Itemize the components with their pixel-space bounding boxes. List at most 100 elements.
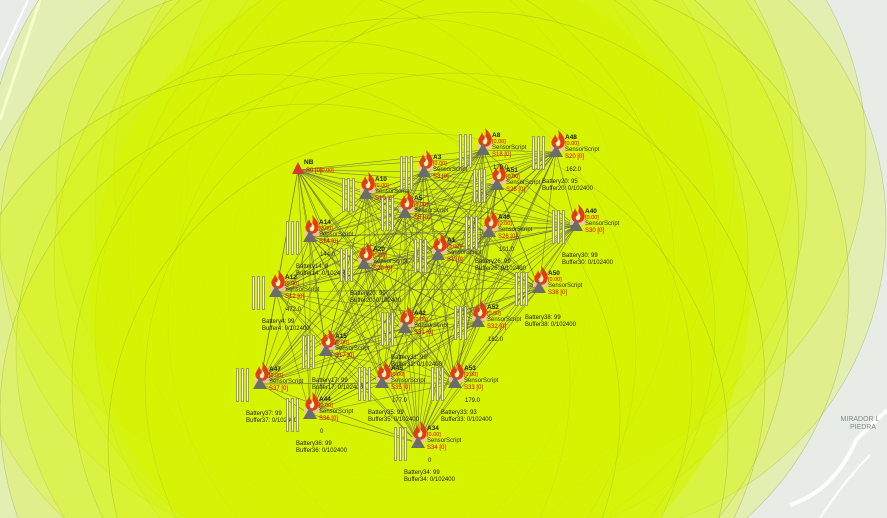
network-link (381, 151, 557, 384)
network-link (275, 254, 439, 293)
network-link (437, 254, 456, 384)
node-reading: [0.00] (585, 215, 599, 221)
node-buffer: Buffer14: 0/102400 (296, 271, 347, 277)
network-link (309, 149, 484, 415)
node-battery: Battery4: 99 (262, 319, 295, 325)
node-name: A14 (319, 219, 331, 226)
node-reading: [0.00] (414, 317, 428, 323)
network-link (404, 184, 498, 214)
network-link (309, 382, 456, 415)
sensor-triangle-icon (417, 165, 431, 177)
node-script: SensorScript (585, 221, 620, 227)
node-reading: [0.00] (319, 226, 333, 232)
node-buffer: Buffer4: 0/102400 (262, 326, 310, 332)
coverage-circle (0, 73, 571, 518)
network-link (259, 149, 484, 385)
node-buffer: Buffer36: 0/102400 (296, 448, 347, 454)
node-script: SensorScript (319, 409, 354, 415)
network-link (488, 225, 577, 233)
node-reading: [0.00] (506, 174, 520, 180)
network-link (423, 171, 577, 227)
battery-bars-icon (342, 178, 356, 212)
node-battery: Battery20: 95 (542, 179, 578, 185)
network-link (381, 321, 479, 384)
node-script: SensorScript (565, 147, 600, 153)
coverage-circle (186, 0, 808, 496)
node-script: SensorScript (391, 378, 426, 384)
sensor-triangle-icon (303, 407, 317, 419)
network-link (325, 184, 498, 352)
node-id: S37 [0] (269, 386, 289, 392)
network-link (297, 149, 484, 171)
battery-bars-icon (381, 312, 395, 346)
coverage-circle (228, 0, 850, 518)
network-link (381, 231, 490, 384)
sink-name: NB (304, 159, 314, 166)
sensor-triangle-icon (269, 285, 283, 297)
network-link (275, 171, 425, 293)
node-script: SensorScript (319, 232, 354, 238)
node-name: A12 (285, 274, 297, 281)
node-id: S31 [0] (414, 330, 434, 336)
network-link (404, 327, 456, 384)
node-name: A10 (375, 176, 387, 183)
node-reading: [0.00] (548, 277, 562, 283)
node-name: A1 (447, 237, 456, 244)
sink-reading: [0.00] (320, 168, 334, 174)
battery-bars-icon (400, 156, 414, 190)
sensor-triangle-icon (569, 219, 583, 231)
node-name: A47 (269, 366, 281, 373)
node-buffer: Buffer26: 0/102400 (475, 266, 526, 272)
network-link (423, 171, 479, 323)
node-value: 179.0 (493, 165, 509, 171)
sensor-triangle-icon (431, 248, 445, 260)
node-id: S3 [0] (433, 174, 449, 180)
node-id: S17 [0] (335, 353, 355, 359)
sensor-triangle-icon (359, 187, 373, 199)
node-value: 472.0 (286, 307, 302, 313)
sensor-triangle-icon (482, 225, 496, 237)
node-id: S5 [0] (414, 215, 430, 221)
network-link (381, 212, 406, 384)
network-link (275, 263, 365, 293)
sensor-triangle-icon (490, 178, 504, 190)
node-reading: [0.00] (319, 403, 333, 409)
node-glyphs (253, 128, 586, 448)
node-battery: Battery31: 99 (391, 355, 427, 361)
battery-bars-icon (552, 210, 566, 244)
node-name: A53 (464, 365, 476, 372)
node-battery: Battery37: 99 (246, 411, 282, 417)
network-link (297, 169, 327, 352)
node-reading: [0.00] (269, 373, 283, 379)
node-reading: [0.00] (565, 141, 579, 147)
node-id: S1 [0] (447, 257, 463, 263)
sensor-triangle-icon (319, 344, 333, 356)
network-link (363, 171, 425, 265)
node-name: A3 (433, 154, 442, 161)
battery-bars-icon (302, 335, 316, 369)
network-link (309, 193, 367, 238)
sensor-triangle-icon (253, 377, 267, 389)
node-battery: Battery30: 99 (562, 253, 598, 259)
node-id: S20 [0] (565, 154, 585, 160)
sink-icon (292, 162, 304, 174)
network-link (275, 193, 367, 293)
node-value: 177.0 (392, 398, 408, 404)
network-link (259, 350, 327, 385)
node-reading: [0.00] (427, 432, 441, 438)
network-link (325, 350, 419, 444)
node-script: SensorScript (447, 250, 482, 256)
network-link (423, 171, 490, 233)
node-buffer: Buffer37: 0/102400 (246, 418, 297, 424)
network-link (454, 151, 557, 384)
network-link (417, 225, 577, 444)
node-reading: [0.00] (375, 183, 389, 189)
node-battery: Battery33: 93 (441, 410, 477, 416)
node-value: 162.0 (566, 167, 582, 173)
network-link (297, 169, 419, 444)
network-link (275, 291, 479, 323)
node-script: SensorScript (548, 283, 583, 289)
node-name: A44 (319, 396, 331, 403)
